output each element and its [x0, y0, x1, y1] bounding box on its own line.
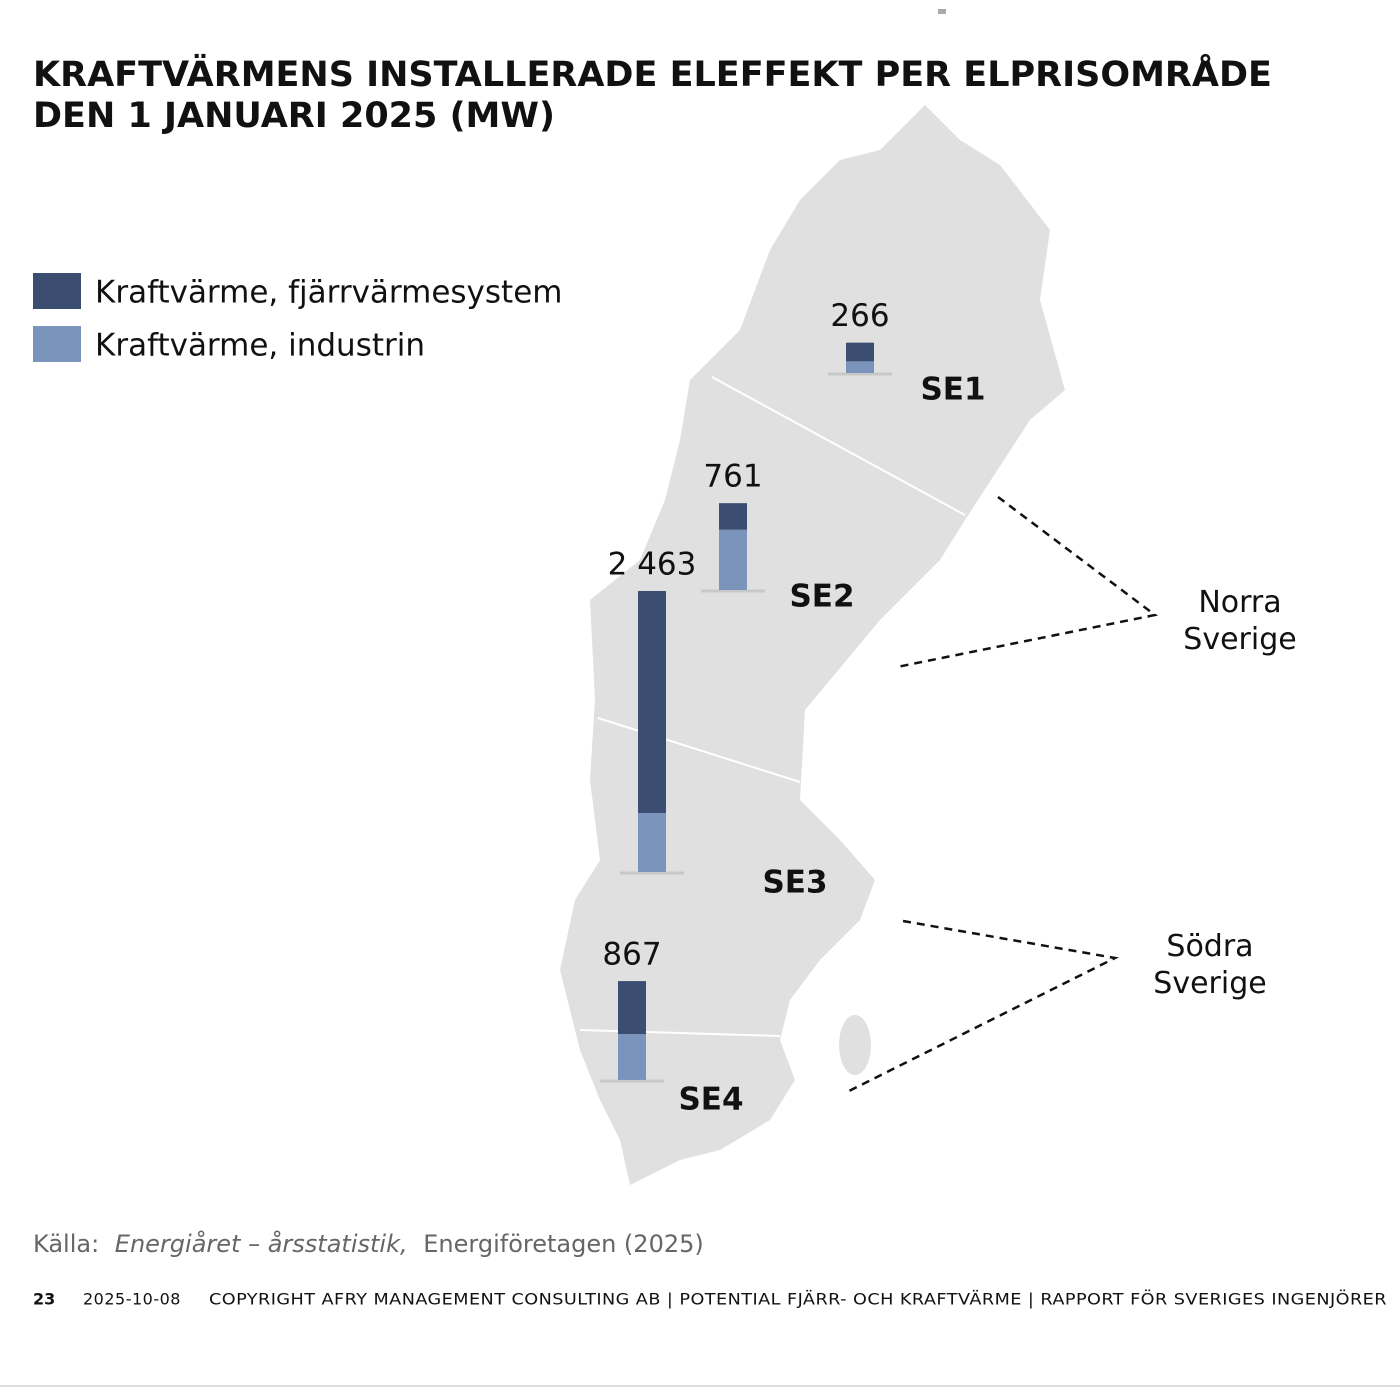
footer-text: COPYRIGHT AFRY MANAGEMENT CONSULTING AB … — [209, 1290, 1387, 1309]
total-label: 266 — [830, 298, 889, 334]
annotation: Södra Sverige — [1153, 929, 1267, 1001]
bar-segment — [618, 981, 646, 1035]
bar-segment — [846, 342, 874, 362]
bar-segment — [638, 813, 666, 872]
source-publisher: Energiföretagen (2025) — [423, 1230, 704, 1258]
chart-title: KRAFTVÄRMENS INSTALLERADE ELEFFEKT PER E… — [33, 53, 1272, 95]
region-label: SE1 — [920, 372, 985, 408]
legend-label: Kraftvärme, industrin — [95, 328, 425, 364]
region-label: SE3 — [762, 865, 827, 901]
chart-title: DEN 1 JANUARI 2025 (MW) — [33, 96, 555, 136]
source-label: Källa: — [33, 1230, 99, 1258]
legend-swatch — [33, 273, 81, 309]
region-label: SE2 — [789, 579, 854, 615]
annotation: Norra Sverige — [1183, 585, 1297, 657]
bar-segment — [618, 1034, 646, 1080]
map-sweden — [560, 105, 1065, 1185]
total-label: 761 — [703, 459, 762, 495]
speck — [938, 9, 946, 14]
bar-segment — [719, 503, 747, 530]
bar-segment — [719, 529, 747, 590]
bar-segment — [638, 590, 666, 814]
total-label: 867 — [602, 937, 661, 973]
footer-date: 2025-10-08 — [83, 1290, 181, 1309]
legend-label: Kraftvärme, fjärrvärmesystem — [95, 275, 562, 311]
region-label: SE4 — [678, 1082, 743, 1118]
region-borders — [579, 376, 966, 1037]
bar-segment — [846, 361, 874, 373]
legend-swatch — [33, 326, 81, 362]
total-label: 2 463 — [608, 546, 697, 582]
source-title: Energiåret – årsstatistik, — [115, 1229, 408, 1258]
source: Källa: Energiåret – årsstatistik, Energi… — [33, 1229, 704, 1258]
map-gotland — [839, 1015, 871, 1075]
page-number: 23 — [33, 1290, 55, 1309]
annotation-leaders — [844, 496, 1158, 1095]
